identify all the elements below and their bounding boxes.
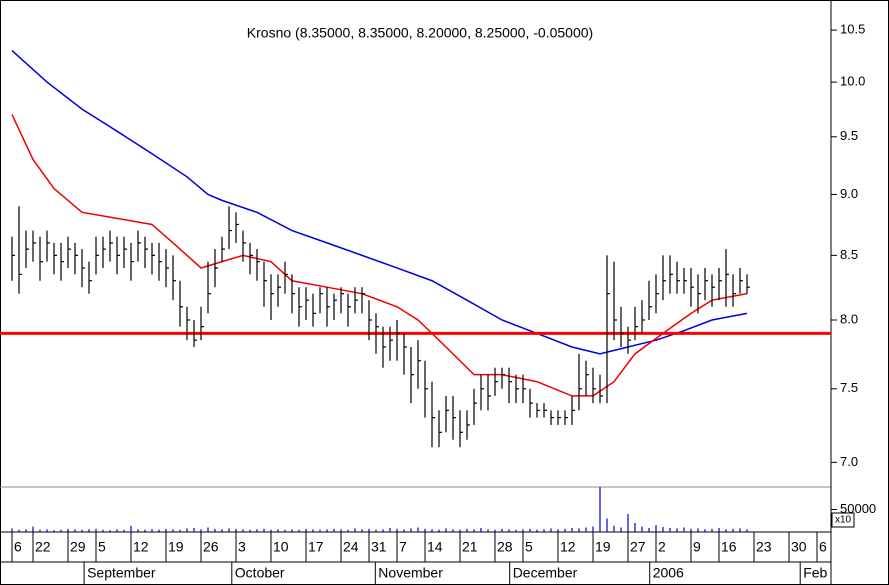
y-tick-label: 9.5 [840,128,858,143]
x-tick-label: 19 [168,539,184,555]
x-tick-label: 22 [35,539,51,555]
chart-title: Krosno (8.35000, 8.35000, 8.20000, 8.250… [247,25,593,41]
month-label: 2006 [653,565,684,581]
month-label: October [235,565,285,581]
month-label: Feb [803,565,827,581]
month-label: September [87,565,156,581]
x-tick-label: 5 [525,539,533,555]
x-tick-label: 26 [203,539,219,555]
volume-tick-label: 50000 [840,501,876,516]
y-tick-label: 8.0 [840,311,858,326]
x-tick-label: 14 [427,539,443,555]
x-tick-label: 5 [98,539,106,555]
month-label: December [513,565,578,581]
y-tick-label: 7.0 [840,454,858,469]
x-tick-label: 27 [630,539,646,555]
x-tick-label: 10 [273,539,289,555]
multiplier-box [831,512,855,528]
x-tick-label: 31 [371,539,387,555]
x-tick-label: 2 [658,539,666,555]
x-tick-label: 19 [595,539,611,555]
moving-average [11,114,748,397]
x-tick-label: 6 [819,539,827,555]
x-tick-label: 23 [756,539,772,555]
x-tick-label: 21 [462,539,478,555]
volume-multiplier: x10 [835,515,852,526]
x-tick-label: 28 [497,539,513,555]
x-tick-label: 6 [14,539,22,555]
x-tick-label: 24 [343,539,359,555]
x-tick-label: 12 [133,539,149,555]
y-tick-label: 10.0 [840,74,865,89]
x-tick-label: 12 [560,539,576,555]
moving-average [11,50,748,355]
month-label: November [378,565,443,581]
x-tick-label: 29 [70,539,86,555]
x-tick-label: 3 [238,539,246,555]
x-tick-label: 17 [308,539,324,555]
x-tick-label: 16 [721,539,737,555]
y-tick-label: 8.5 [840,247,858,262]
y-tick-label: 9.0 [840,186,858,201]
x-tick-label: 9 [693,539,701,555]
y-tick-label: 10.5 [840,22,865,37]
x-tick-label: 7 [399,539,407,555]
y-tick-label: 7.5 [840,380,858,395]
x-tick-label: 30 [791,539,807,555]
